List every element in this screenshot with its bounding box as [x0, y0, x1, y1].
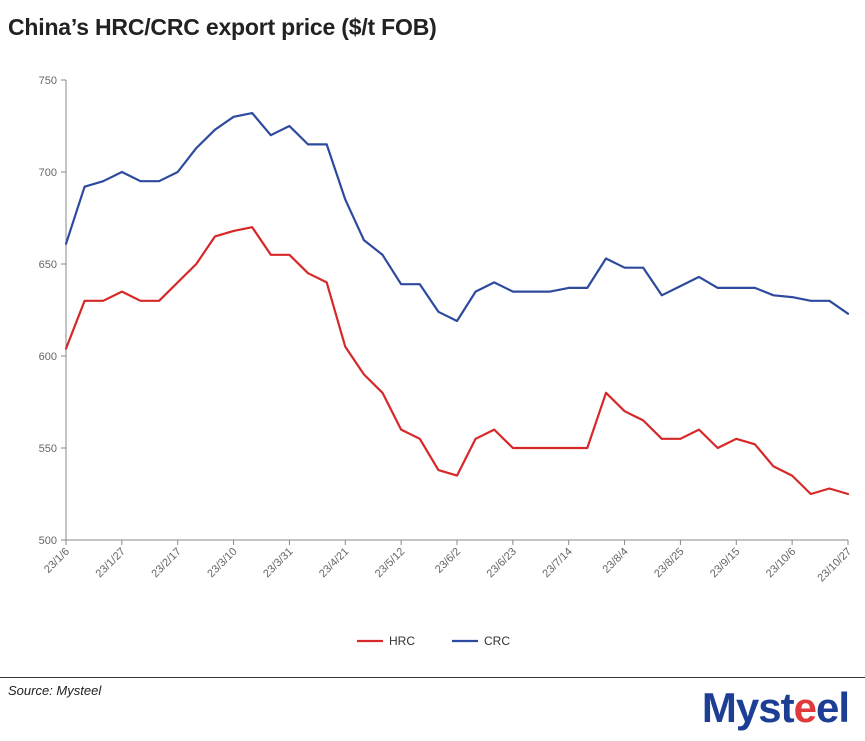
y-tick-label: 600 — [39, 351, 57, 363]
y-tick-label: 700 — [39, 167, 57, 179]
y-tick-label: 750 — [39, 75, 57, 87]
x-tick-label: 23/8/25 — [652, 546, 686, 580]
source-note: Source: Mysteel — [8, 683, 102, 698]
x-tick-label: 23/8/4 — [601, 546, 631, 576]
chart-title: China’s HRC/CRC export price ($/t FOB) — [8, 14, 437, 40]
x-axis-ticks: 23/1/6 23/1/27 23/2/17 23/3/10 23/3/31 23/4/2… — [42, 540, 854, 584]
x-tick-label: 23/4/21 — [317, 546, 351, 580]
legend-label-crc: CRC — [484, 634, 510, 648]
y-tick-label: 550 — [39, 443, 57, 455]
series-lines — [64, 111, 850, 496]
y-axis-ticks: 500 550 600 650 700 750 — [39, 75, 66, 547]
x-tick-label: 23/10/27 — [815, 546, 854, 585]
x-tick-label: 23/6/23 — [485, 546, 519, 580]
x-tick-label: 23/3/31 — [261, 546, 295, 580]
y-tick-label: 500 — [39, 535, 57, 547]
x-tick-label: 23/7/14 — [540, 546, 574, 580]
chart-legend: HRC CRC — [357, 634, 510, 648]
x-tick-label: 23/10/6 — [764, 546, 798, 580]
series-line-hrc — [64, 226, 850, 496]
legend-label-hrc: HRC — [389, 634, 415, 648]
chart-axes — [65, 80, 848, 541]
x-tick-label: 23/6/2 — [433, 546, 463, 576]
x-tick-label: 23/5/12 — [373, 546, 407, 580]
x-tick-label: 23/1/6 — [42, 546, 72, 576]
mysteel-logo: Mysteel — [701, 684, 850, 731]
y-tick-label: 650 — [39, 259, 57, 271]
series-line-crc — [64, 111, 850, 323]
x-tick-label: 23/2/17 — [149, 546, 183, 580]
footer-divider — [0, 677, 865, 678]
x-tick-label: 23/1/27 — [94, 546, 128, 580]
x-tick-label: 23/3/10 — [205, 546, 239, 580]
x-tick-label: 23/9/15 — [708, 546, 742, 580]
